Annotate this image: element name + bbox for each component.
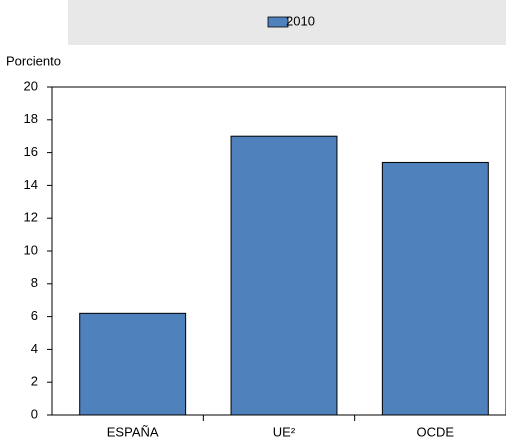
legend-label: 2010 <box>286 13 315 28</box>
y-tick-label: 18 <box>24 111 38 126</box>
x-tick-label: UE² <box>273 424 296 438</box>
y-tick-label: 6 <box>31 308 38 323</box>
y-tick-label: 14 <box>24 177 38 192</box>
legend-swatch <box>267 16 289 28</box>
y-tick-label: 20 <box>24 78 38 93</box>
bar <box>381 161 489 416</box>
y-tick-label: 2 <box>31 374 38 389</box>
y-tick-label: 10 <box>24 242 38 257</box>
bar <box>230 135 338 416</box>
y-tick-label: 0 <box>31 406 38 421</box>
x-tick-label: ESPAÑA <box>107 424 159 438</box>
x-tick-label: OCDE <box>417 424 455 438</box>
y-tick-label: 16 <box>24 144 38 159</box>
bar <box>79 312 187 416</box>
y-axis-label: Porciento <box>6 53 61 68</box>
y-tick-label: 4 <box>31 341 38 356</box>
y-tick-label: 12 <box>24 210 38 225</box>
y-tick-label: 8 <box>31 275 38 290</box>
